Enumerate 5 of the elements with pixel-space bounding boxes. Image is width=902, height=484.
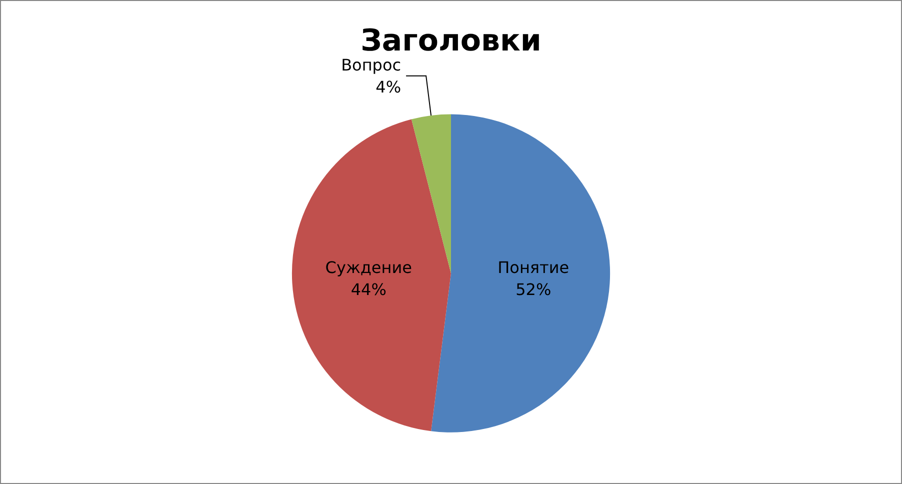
data-label: 44% (350, 280, 386, 300)
data-label: 52% (516, 280, 552, 300)
slice-label: Понятие (498, 258, 570, 278)
data-label: 4% (376, 77, 402, 96)
slice-label: Суждение (325, 258, 412, 278)
